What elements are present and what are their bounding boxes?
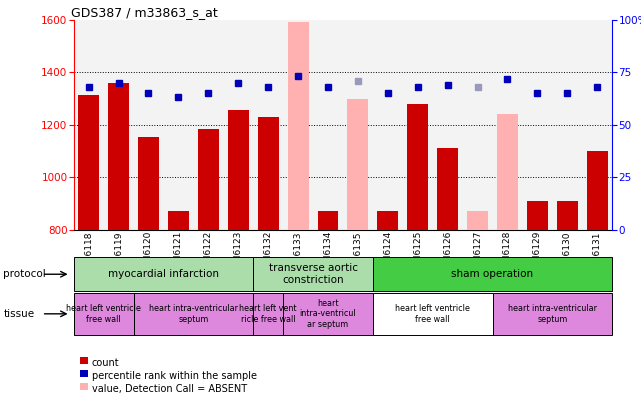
Bar [522,20,553,230]
Bar [553,20,582,230]
Text: percentile rank within the sample: percentile rank within the sample [92,371,256,381]
Text: sham operation: sham operation [451,269,533,279]
Bar [557,201,578,230]
Bar [163,20,194,230]
Bar [283,20,313,230]
Bar [198,129,219,230]
Bar [138,137,159,230]
Bar [378,211,398,230]
Bar [373,20,403,230]
Bar [347,99,369,230]
Bar [108,83,129,230]
Bar [313,20,343,230]
Bar [407,104,428,230]
Text: GDS387 / m33863_s_at: GDS387 / m33863_s_at [71,6,218,19]
Bar [527,201,548,230]
Bar [78,95,99,230]
Bar [74,20,104,230]
Bar [492,20,522,230]
Bar [433,20,463,230]
Bar [467,211,488,230]
Bar [253,20,283,230]
Bar [104,20,133,230]
Text: transverse aortic
constriction: transverse aortic constriction [269,263,358,285]
Text: heart left ventricle
free wall: heart left ventricle free wall [66,304,141,324]
Bar [223,20,253,230]
Text: heart intra-ventricular
septum: heart intra-ventricular septum [508,304,597,324]
Bar [228,110,249,230]
Text: tissue: tissue [3,309,35,319]
Bar [133,20,163,230]
Bar [497,114,518,230]
Bar [463,20,492,230]
Bar [194,20,223,230]
Bar [343,20,373,230]
Text: heart intra-ventricular
septum: heart intra-ventricular septum [149,304,238,324]
Text: protocol: protocol [3,269,46,279]
Bar [437,148,458,230]
Bar [317,211,338,230]
Text: heart
intra-ventricul
ar septum: heart intra-ventricul ar septum [299,299,356,329]
Bar [403,20,433,230]
Text: myocardial infarction: myocardial infarction [108,269,219,279]
Bar [168,211,189,230]
Bar [587,151,608,230]
Bar [288,23,308,230]
Bar [258,117,279,230]
Text: count: count [92,358,119,368]
Text: heart left ventricle
free wall: heart left ventricle free wall [395,304,470,324]
Text: value, Detection Call = ABSENT: value, Detection Call = ABSENT [92,384,247,394]
Bar [582,20,612,230]
Text: heart left vent
ricle free wall: heart left vent ricle free wall [239,304,297,324]
